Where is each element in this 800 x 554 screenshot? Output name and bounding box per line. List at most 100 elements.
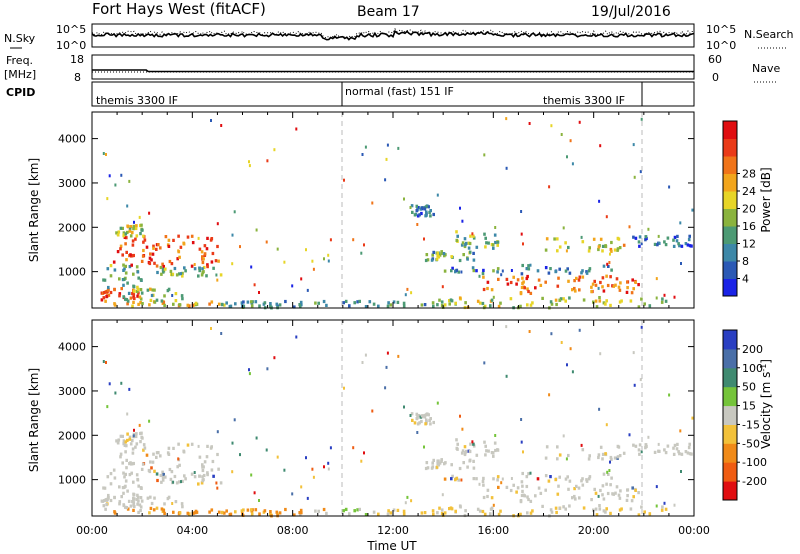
- power-echo-cell: [571, 288, 574, 292]
- velocity-echo-cell: [102, 360, 105, 363]
- velocity-echo-cell: [438, 506, 441, 510]
- velocity-echo-cell: [126, 507, 130, 511]
- cpid-frame: [91, 81, 695, 107]
- velocity-echo-cell: [377, 512, 380, 516]
- velocity-echo-cell: [182, 450, 186, 454]
- velocity-echo-cell: [101, 499, 105, 503]
- power-echo-cell: [483, 153, 486, 157]
- velocity-echo-cell: [384, 386, 387, 390]
- velocity-echo-cell: [440, 459, 443, 463]
- velocity-echo-cell: [128, 435, 132, 439]
- velocity-echo-cell: [519, 499, 523, 503]
- power-echo-cell: [466, 257, 469, 261]
- velocity-echo-cell: [505, 374, 508, 378]
- velocity-echo-cell: [135, 442, 139, 446]
- velocity-echo-cell: [486, 488, 490, 492]
- velocity-echo-cell: [637, 513, 641, 517]
- power-echo-cell: [527, 264, 530, 268]
- power-echo-cell: [164, 267, 167, 271]
- velocity-echo-cell: [126, 489, 129, 493]
- power-echo-cell: [284, 299, 287, 304]
- velocity-echo-cell: [609, 455, 613, 460]
- power-echo-cell: [656, 243, 659, 247]
- velocity-echo-cell: [598, 407, 601, 411]
- velocity-echo-cell: [582, 506, 586, 510]
- colorbar-tick-label: 20: [742, 203, 756, 216]
- velocity-echo-cell: [216, 430, 219, 434]
- power-echo-cell: [450, 269, 453, 273]
- velocity-echo-cell: [666, 444, 670, 448]
- velocity-echo-cell: [234, 510, 237, 514]
- power-echo-cell: [529, 263, 532, 267]
- velocity-echo-cell: [132, 434, 135, 438]
- velocity-echo-cell: [122, 503, 125, 507]
- power-echo-cell: [655, 296, 658, 300]
- power-echo-cell: [197, 274, 200, 278]
- velocity-echo-cell: [658, 449, 661, 453]
- power-echo-cell: [483, 232, 486, 236]
- power-echo-cell: [126, 281, 129, 285]
- velocity-echo-cell: [489, 512, 492, 516]
- velocity-echo-cell: [505, 325, 508, 329]
- velocity-echo-cell: [688, 442, 691, 446]
- power-echo-cell: [691, 208, 694, 212]
- velocity-echo-cell: [130, 471, 133, 475]
- power-echo-cell: [131, 243, 135, 247]
- velocity-echo-cell: [201, 468, 205, 473]
- power-echo-cell: [131, 231, 134, 235]
- power-echo-cell: [549, 267, 552, 271]
- power-echo-cell: [420, 211, 423, 216]
- velocity-echo-cell: [132, 508, 135, 512]
- freq-label: Freq.: [6, 54, 33, 67]
- velocity-echo-cell: [558, 475, 561, 479]
- velocity-echo-cell: [420, 419, 423, 424]
- power-echo-cell: [520, 210, 523, 213]
- velocity-echo-cell: [123, 443, 127, 447]
- power-echo-cell: [634, 236, 638, 240]
- velocity-echo-cell: [128, 387, 131, 391]
- power-echo-cell: [300, 303, 303, 307]
- power-echo-cell: [520, 272, 524, 276]
- velocity-echo-cell: [587, 477, 591, 481]
- power-echo-cell: [314, 301, 317, 305]
- velocity-echo-cell: [562, 505, 565, 509]
- power-echo-cell: [556, 237, 559, 241]
- power-echo-cell: [126, 224, 129, 228]
- velocity-echo-cell: [173, 474, 177, 479]
- power-echo-cell: [266, 159, 269, 163]
- velocity-echo-cell: [450, 477, 453, 481]
- power-echo-cell: [201, 260, 205, 265]
- velocity-echo-cell: [496, 448, 500, 452]
- power-echo-cell: [653, 242, 657, 246]
- velocity-echo-cell: [510, 477, 513, 480]
- velocity-echo-cell: [402, 509, 406, 513]
- power-echo-cell: [487, 241, 490, 245]
- velocity-echo-cell: [639, 378, 642, 382]
- power-echo-cell: [145, 245, 149, 249]
- power-echo-cell: [460, 270, 463, 274]
- power-echo-cell: [342, 301, 345, 305]
- power-echo-cell: [499, 301, 502, 305]
- velocity-echo-cell: [601, 493, 604, 497]
- power-echo-cell: [368, 300, 372, 304]
- power-echo-cell: [122, 295, 125, 299]
- velocity-echo-cell: [625, 498, 629, 502]
- velocity-echo-cell: [585, 479, 589, 483]
- power-echo-cell: [471, 266, 475, 270]
- power-echo-cell: [581, 269, 584, 273]
- power-echo-cell: [521, 263, 524, 268]
- velocity-echo-cell: [149, 495, 152, 499]
- velocity-echo-cell: [436, 511, 439, 515]
- velocity-echo-cell: [631, 486, 634, 490]
- power-panel: 1000 2000 3000 4000 Slant Range [km] 4 8 12 16…: [27, 111, 773, 310]
- power-echo-cell: [194, 301, 198, 305]
- velocity-echo-cell: [136, 502, 139, 506]
- velocity-echo-cell: [186, 443, 190, 447]
- velocity-echo-cell: [109, 472, 113, 476]
- power-echo-cell: [609, 247, 613, 252]
- velocity-echo-cell: [311, 467, 314, 471]
- power-echo-cell: [618, 300, 622, 304]
- velocity-echo-cell: [121, 461, 124, 465]
- velocity-echo-cell: [616, 444, 620, 448]
- power-echo-cell: [425, 253, 429, 257]
